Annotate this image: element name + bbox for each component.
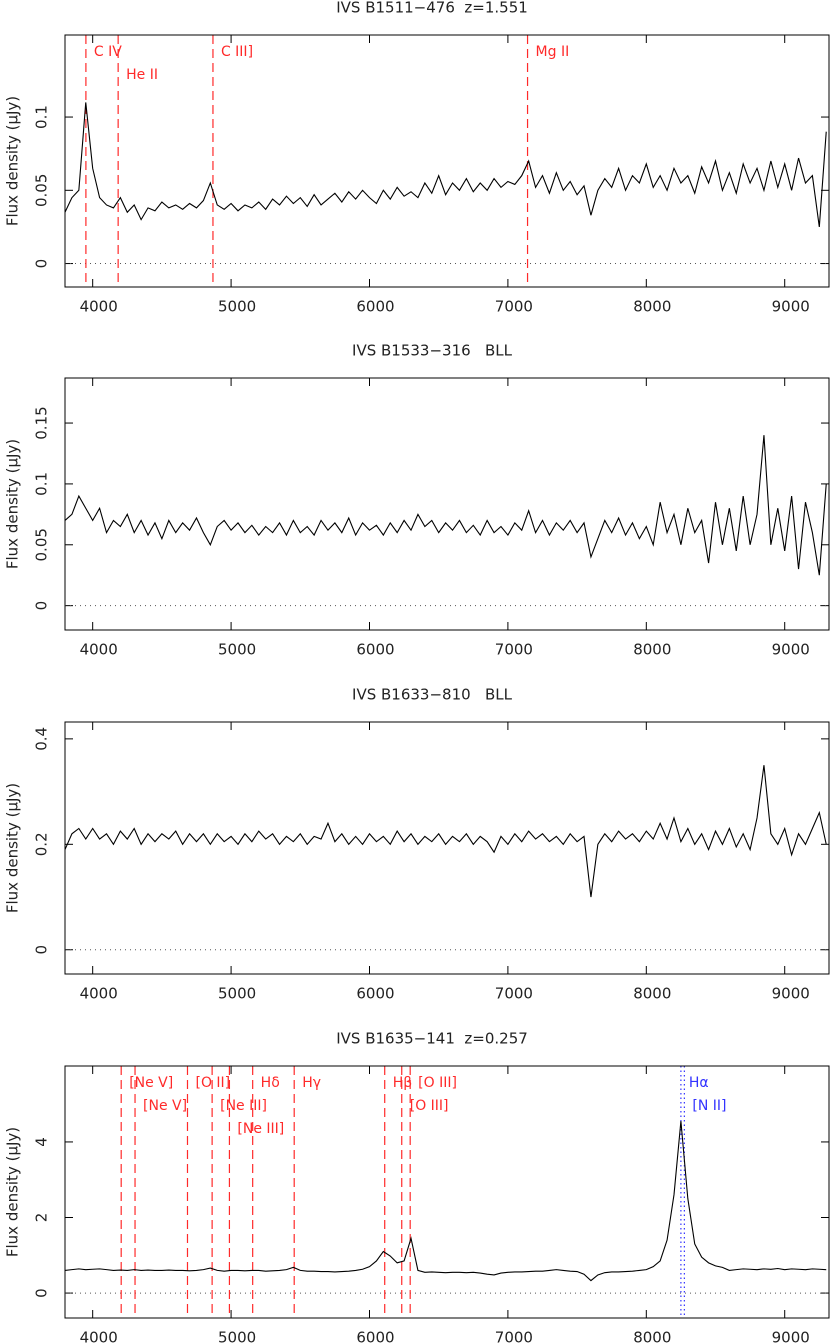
y-tick-label: 0 [33, 945, 51, 955]
x-tick-label: 6000 [356, 298, 394, 316]
x-tick-label: 4000 [80, 298, 118, 316]
line-label: Hδ [261, 1075, 280, 1091]
x-tick-label: 8000 [633, 641, 671, 659]
line-label: [Ne V] [143, 1098, 187, 1114]
x-tick-label: 5000 [218, 1329, 256, 1343]
spectrum [64, 102, 827, 228]
x-tick-label: 7000 [495, 298, 533, 316]
chart-title: IVS B1633−810 BLL [352, 686, 513, 704]
line-label: [O II] [195, 1075, 230, 1091]
x-tick-label: 5000 [218, 641, 256, 659]
y-axis-label: Flux density (μJy) [4, 96, 22, 226]
spectrum [64, 765, 827, 898]
line-label: C IV [94, 44, 122, 60]
x-tick-label: 6000 [356, 985, 394, 1003]
y-tick-label: 0.15 [33, 406, 51, 439]
plot-frame [64, 721, 830, 975]
line-label: C III] [221, 44, 253, 60]
line-label: [N II] [692, 1098, 726, 1114]
x-tick-label: 5000 [218, 298, 256, 316]
chart-title: IVS B1635−141 z=0.257 [336, 1030, 528, 1048]
plot-frame [64, 377, 830, 631]
y-tick-label: 0.1 [33, 105, 51, 129]
chart-title: IVS B1533−316 BLL [352, 342, 513, 360]
y-tick-label: 0.05 [33, 528, 51, 561]
line-label: [Ne V] [129, 1075, 173, 1091]
x-tick-label: 9000 [772, 298, 810, 316]
x-tick-label: 7000 [495, 1329, 533, 1343]
x-tick-label: 9000 [772, 1329, 810, 1343]
y-axis-label: Flux density (μJy) [4, 1127, 22, 1257]
x-tick-label: 7000 [495, 985, 533, 1003]
x-tick-label: 9000 [772, 641, 810, 659]
y-tick-label: 2 [33, 1213, 51, 1223]
plot-frame [64, 34, 830, 288]
line-label: Hβ [393, 1075, 412, 1091]
y-tick-label: 0 [33, 601, 51, 611]
y-tick-label: 0.1 [33, 472, 51, 496]
y-tick-label: 0 [33, 259, 51, 269]
x-tick-label: 8000 [633, 1329, 671, 1343]
x-tick-label: 6000 [356, 641, 394, 659]
x-tick-label: 8000 [633, 298, 671, 316]
line-label: He II [126, 67, 158, 83]
line-label: Hγ [302, 1075, 321, 1091]
x-tick-label: 7000 [495, 641, 533, 659]
x-tick-label: 4000 [80, 1329, 118, 1343]
y-tick-label: 0.2 [33, 832, 51, 856]
x-tick-label: 6000 [356, 1329, 394, 1343]
chart-title: IVS B1511−476 z=1.551 [336, 0, 528, 17]
plot-frame [64, 1065, 830, 1319]
line-label: [Ne III] [220, 1098, 267, 1114]
y-tick-label: 0 [33, 1288, 51, 1298]
x-tick-label: 4000 [80, 641, 118, 659]
line-label: [O III] [418, 1075, 457, 1091]
spectrum [64, 1121, 827, 1282]
y-tick-label: 4 [33, 1137, 51, 1147]
x-tick-label: 5000 [218, 985, 256, 1003]
line-label: [O III] [410, 1098, 449, 1114]
y-tick-label: 0.4 [33, 727, 51, 751]
x-tick-label: 4000 [80, 985, 118, 1003]
line-label: Hα [689, 1075, 709, 1091]
y-axis-label: Flux density (μJy) [4, 783, 22, 913]
y-tick-label: 0.05 [33, 174, 51, 207]
x-tick-label: 8000 [633, 985, 671, 1003]
y-axis-label: Flux density (μJy) [4, 439, 22, 569]
line-label: [Ne III] [237, 1121, 284, 1137]
spectrum [64, 435, 827, 576]
line-label: Mg II [536, 44, 570, 60]
x-tick-label: 9000 [772, 985, 810, 1003]
